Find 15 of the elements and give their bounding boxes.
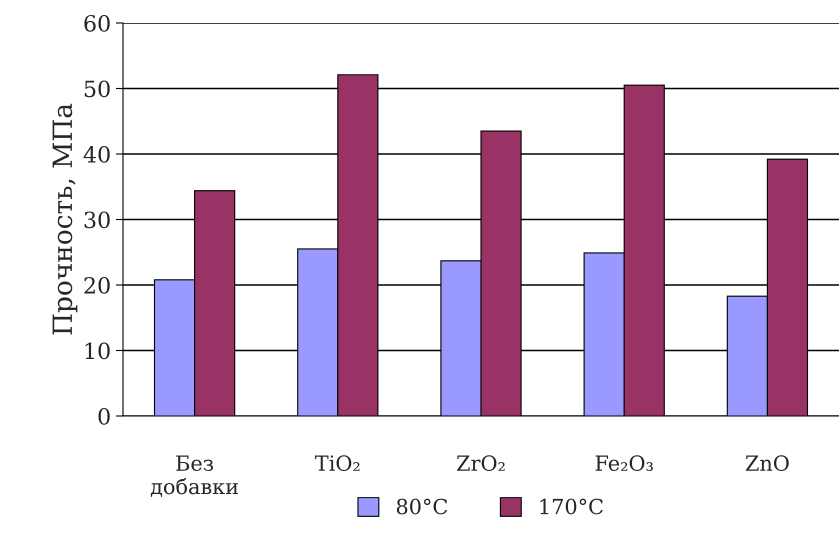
- legend-label: 80°C: [396, 498, 448, 514]
- legend-label: 170°C: [540, 498, 603, 514]
- x-tick-label: TiO₂: [315, 455, 360, 472]
- y-tick-label: 40: [84, 146, 110, 163]
- x-tick-label: Fe₂O₃: [596, 455, 653, 472]
- y-tick-label: 30: [84, 211, 110, 228]
- y-tick-label: 50: [84, 80, 110, 98]
- x-tick-label: ZnO: [746, 455, 789, 472]
- y-tick-label: 20: [84, 276, 110, 294]
- x-tick-label: Без добавки: [150, 456, 238, 497]
- y-tick-label: 60: [84, 14, 110, 32]
- y-tick-label: 10: [86, 342, 110, 360]
- y-tick-label: 0: [98, 408, 110, 425]
- x-tick-label: ZrO₂: [457, 455, 505, 472]
- y-axis-title: Прочность, МПа: [52, 104, 78, 335]
